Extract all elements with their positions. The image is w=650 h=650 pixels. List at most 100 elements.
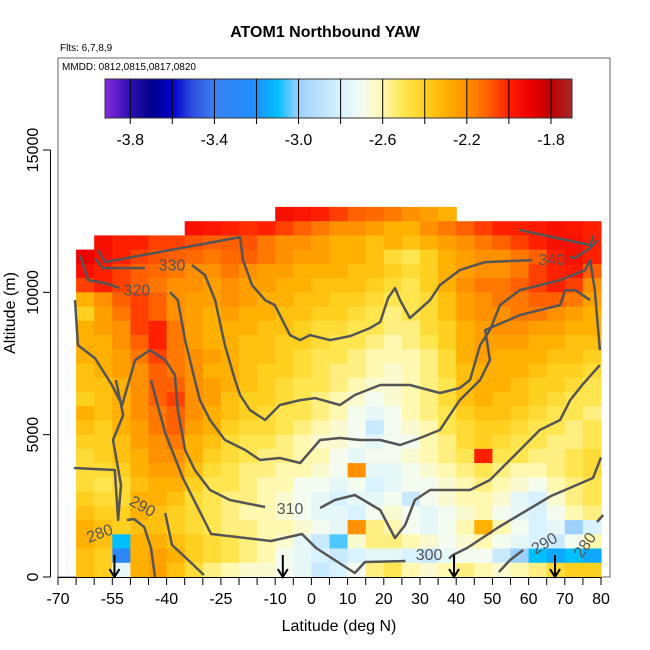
heatmap-cell — [401, 420, 421, 436]
colorbar-tick-label: -3.0 — [285, 132, 313, 149]
heatmap-cell — [130, 534, 150, 550]
heatmap-cell — [184, 335, 204, 350]
heatmap-cell — [510, 392, 530, 407]
heatmap-cell — [311, 477, 331, 493]
heatmap-cell — [329, 249, 349, 265]
heatmap-cell — [202, 377, 222, 393]
heatmap-cell — [383, 491, 403, 507]
heatmap-cell — [474, 221, 493, 236]
heatmap-cell — [383, 306, 403, 322]
heatmap-cell — [438, 292, 457, 308]
heatmap-cell — [329, 477, 349, 493]
heatmap-cell — [293, 477, 312, 493]
heatmap-cell — [94, 263, 113, 279]
heatmap-cell — [275, 335, 294, 350]
heatmap-cell — [112, 349, 131, 365]
heatmap-cell — [275, 235, 294, 251]
heatmap-cell — [311, 420, 331, 436]
heatmap-cell — [184, 263, 204, 279]
heatmap-cell — [401, 562, 421, 577]
heatmap-cell — [401, 335, 421, 350]
heatmap-cell — [130, 292, 150, 308]
heatmap-cell — [401, 505, 421, 521]
heatmap-cell — [166, 448, 186, 464]
heatmap-cell — [130, 562, 150, 577]
heatmap-cell — [311, 263, 331, 279]
heatmap-cell — [456, 562, 475, 577]
heatmap-cell — [582, 349, 602, 365]
heatmap-cell — [202, 221, 222, 236]
heatmap-cell — [510, 548, 530, 564]
contour-line-340 — [96, 235, 533, 342]
heatmap-cell — [401, 221, 421, 236]
heatmap-cell — [329, 520, 349, 535]
heatmap-cell — [474, 235, 493, 251]
heatmap-cell — [293, 349, 312, 365]
heatmap-cell — [474, 263, 493, 279]
x-tick-label: -10 — [264, 591, 287, 608]
heatmap-cell — [148, 434, 168, 450]
heatmap-cell — [275, 463, 294, 478]
heatmap-cell — [112, 320, 131, 336]
heatmap-cell — [94, 406, 113, 421]
heatmap-cell — [456, 448, 475, 464]
heatmap-cell — [582, 434, 602, 450]
heatmap-cell — [148, 392, 168, 407]
heatmap-cell — [564, 463, 584, 478]
heatmap-cell — [474, 505, 493, 521]
heatmap-cell — [94, 562, 113, 577]
heatmap-cell — [528, 420, 548, 436]
heatmap-cell — [347, 520, 367, 535]
x-tick-label: 80 — [592, 591, 610, 608]
heatmap-cell — [510, 491, 530, 507]
heatmap-cell — [202, 520, 222, 535]
heatmap-cell — [220, 520, 240, 535]
heatmap-cell — [474, 377, 493, 393]
heatmap-cell — [257, 377, 276, 393]
heatmap-cell — [383, 221, 403, 236]
heatmap-cell — [492, 477, 512, 493]
heatmap-cell — [383, 505, 403, 521]
heatmap-cell — [474, 278, 493, 293]
heatmap-cell — [239, 406, 258, 421]
heatmap-cell — [582, 562, 602, 577]
contour-line-320 — [169, 288, 591, 465]
heatmap-cell — [311, 491, 331, 507]
heatmap-cell — [148, 263, 168, 279]
heatmap-cell — [94, 477, 113, 493]
heatmap-cell — [456, 278, 475, 293]
heatmap-cell — [528, 505, 548, 521]
heatmap-cell — [546, 534, 566, 550]
heatmap-cell — [510, 320, 530, 336]
heatmap-cell — [456, 463, 475, 478]
x-axis-label: Latitude (deg N) — [282, 618, 397, 635]
heatmap-cell — [184, 520, 204, 535]
heatmap-cell — [257, 306, 276, 322]
heatmap-cell — [184, 377, 204, 393]
heatmap-cell — [130, 406, 150, 421]
heatmap-cell — [474, 548, 493, 564]
heatmap-cell — [528, 434, 548, 450]
heatmap-cell — [329, 206, 349, 222]
heatmap-cell — [148, 363, 168, 379]
heatmap-cell — [492, 278, 512, 293]
heatmap-cell — [202, 363, 222, 379]
heatmap-cell — [365, 206, 385, 222]
heatmap-cell — [293, 263, 312, 279]
heatmap-cell — [492, 534, 512, 550]
contour-line-310 — [73, 300, 266, 509]
heatmap-cell — [275, 477, 294, 493]
heatmap-cell — [383, 534, 403, 550]
heatmap-cell — [184, 249, 204, 265]
x-tick-label: -70 — [46, 591, 69, 608]
colorbar-gradient — [104, 78, 573, 119]
heatmap-cell — [365, 491, 385, 507]
colorbar-tick-label: -3.8 — [116, 132, 144, 149]
heatmap-cell — [112, 335, 131, 350]
heatmap-cell — [148, 292, 168, 308]
heatmap-cell — [383, 477, 403, 493]
heatmap-cell — [420, 562, 439, 577]
heatmap-cell — [257, 477, 276, 493]
heatmap-cell — [564, 363, 584, 379]
heatmap-cell — [202, 463, 222, 478]
